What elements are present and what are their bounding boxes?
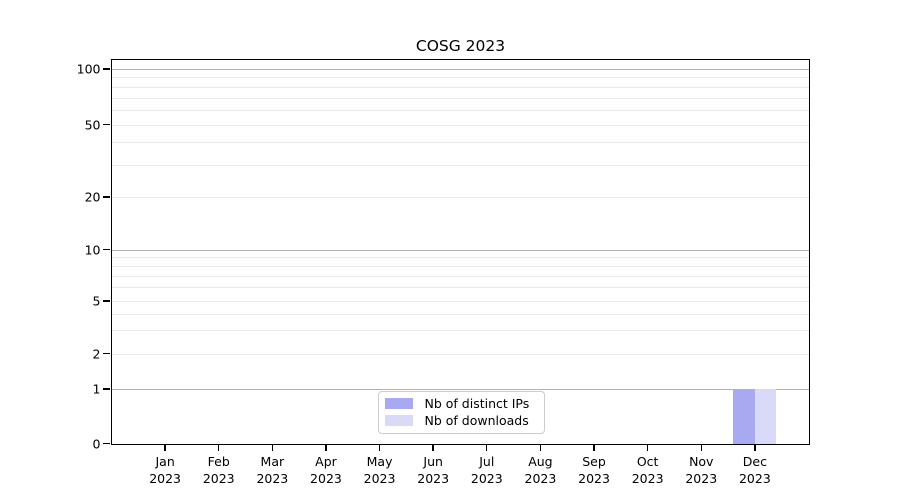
x-tick-mark	[646, 445, 649, 451]
y-tick-label: 1	[92, 381, 101, 397]
legend-swatch-distinct-ips	[384, 398, 413, 410]
x-tick-month: Sep	[582, 453, 606, 469]
x-tick-mark	[271, 445, 274, 451]
bar-distinct-ips	[733, 389, 755, 444]
x-tick-mark	[164, 445, 166, 451]
y-gridline-minor	[111, 109, 809, 111]
x-tick-year: 2023	[310, 470, 342, 486]
x-tick-label: Jun 2023	[393, 453, 473, 487]
legend-row: Nb of downloads	[384, 412, 538, 428]
y-gridline-major	[111, 389, 809, 390]
x-tick-month: Oct	[636, 453, 659, 469]
y-gridline-minor	[111, 124, 809, 126]
y-tick-mark	[102, 123, 110, 126]
x-tick-label: Apr 2023	[286, 453, 366, 487]
x-tick-year: 2023	[149, 470, 182, 486]
y-gridline-minor	[111, 330, 809, 332]
legend-swatch-downloads	[384, 414, 413, 426]
x-tick-mark	[700, 445, 702, 451]
x-tick-year: 2023	[631, 470, 664, 486]
bar-downloads	[754, 389, 777, 444]
x-tick-month: Dec	[742, 453, 767, 469]
x-tick-mark	[218, 445, 220, 451]
x-tick-label: Oct 2023	[608, 453, 688, 487]
y-tick-label: 50	[84, 117, 101, 132]
y-gridline-minor	[111, 257, 809, 259]
y-gridline-minor	[111, 287, 809, 289]
x-tick-label: Sep 2023	[554, 453, 634, 487]
x-tick-year: 2023	[578, 470, 610, 486]
y-gridline-minor	[111, 276, 809, 277]
y-gridline-major	[111, 249, 809, 251]
y-gridline-minor	[111, 142, 809, 144]
x-tick-mark	[754, 445, 756, 451]
y-tick-label: 5	[92, 293, 101, 309]
legend-row: Nb of distinct IPs	[384, 396, 538, 412]
y-tick-mark	[102, 388, 110, 390]
legend: Nb of distinct IPs Nb of downloads	[377, 390, 545, 434]
y-gridline-minor	[111, 353, 809, 355]
chart-title: COSG 2023	[415, 37, 506, 55]
x-tick-month: Aug	[528, 453, 553, 469]
y-gridline-minor	[111, 77, 809, 79]
y-tick-label: 20	[84, 189, 101, 205]
x-tick-year: 2023	[417, 470, 450, 486]
x-tick-label: Mar 2023	[232, 453, 312, 487]
x-tick-mark	[378, 445, 381, 451]
x-tick-month: Jan	[155, 453, 175, 469]
y-tick-mark	[102, 248, 110, 251]
y-tick-label: 0	[92, 436, 101, 451]
x-tick-label: Jan 2023	[125, 453, 205, 487]
legend-label-distinct-ips: Nb of distinct IPs	[424, 396, 530, 412]
x-tick-year: 2023	[256, 470, 289, 486]
legend-label-downloads: Nb of downloads	[424, 412, 529, 428]
y-tick-label: 2	[92, 346, 101, 361]
x-tick-label: Dec 2023	[715, 453, 795, 487]
x-tick-mark	[325, 445, 327, 451]
y-gridline-minor	[111, 266, 809, 268]
x-tick-month: Apr	[315, 453, 337, 469]
x-tick-month: Nov	[689, 453, 714, 469]
y-gridline-major	[111, 69, 809, 70]
y-tick-mark	[102, 442, 110, 445]
x-tick-year: 2023	[524, 470, 557, 486]
x-tick-month: Jun	[423, 453, 443, 469]
x-tick-month: Mar	[260, 453, 285, 469]
y-gridline-minor	[111, 313, 809, 315]
x-tick-mark	[432, 445, 434, 451]
x-tick-year: 2023	[202, 470, 235, 486]
x-tick-mark	[539, 445, 542, 451]
x-tick-mark	[593, 445, 595, 451]
y-gridline-minor	[111, 164, 809, 166]
x-tick-year: 2023	[685, 470, 718, 486]
x-tick-label: Aug 2023	[500, 453, 580, 487]
y-tick-mark	[102, 68, 110, 70]
y-gridline-minor	[111, 86, 809, 88]
y-tick-mark	[102, 352, 110, 355]
y-tick-mark	[102, 300, 110, 302]
x-tick-month: May	[366, 453, 393, 469]
x-tick-year: 2023	[738, 470, 771, 486]
x-tick-label: May 2023	[340, 453, 420, 487]
x-tick-label: Nov 2023	[661, 453, 741, 487]
plot-area: Dec 2023 Nov 2023 Oct 2023 Sep 2023 Aug 2023 Jul 20…	[77, 58, 810, 486]
y-gridline-minor	[111, 197, 809, 198]
x-tick-year: 2023	[470, 470, 503, 486]
y-tick-mark	[102, 196, 110, 198]
x-tick-mark	[486, 445, 488, 451]
y-gridline-minor	[111, 301, 809, 302]
x-tick-label: Feb 2023	[179, 453, 259, 487]
y-tick-label: 100	[76, 61, 101, 77]
x-tick-label: Jul 2023	[447, 453, 527, 487]
x-tick-year: 2023	[363, 470, 396, 486]
y-tick-label: 10	[84, 242, 101, 257]
y-gridline-minor	[111, 97, 809, 99]
x-tick-month: Feb	[207, 453, 230, 469]
x-tick-month: Jul	[479, 453, 495, 469]
